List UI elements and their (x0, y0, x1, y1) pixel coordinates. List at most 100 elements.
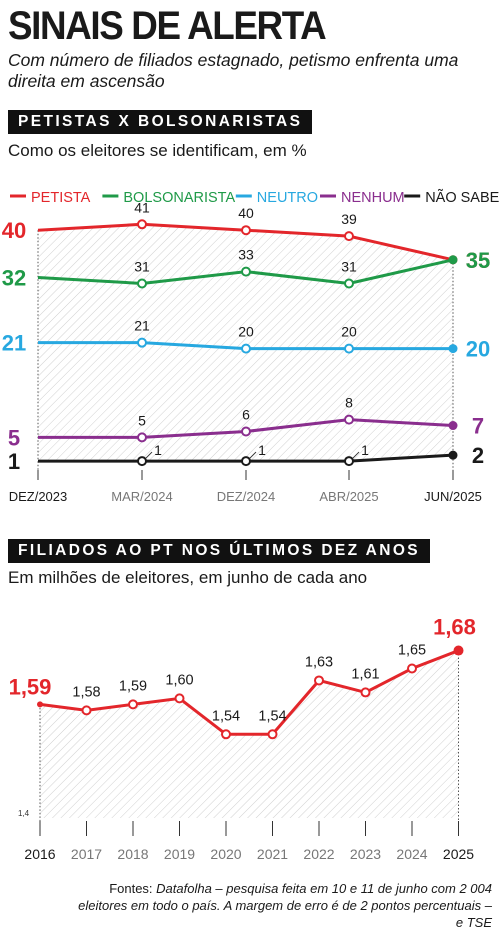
legend-label-4: NÃO SABE (425, 189, 499, 206)
marker-end (448, 450, 458, 460)
legend-label-1: BOLSONARISTA (123, 190, 235, 206)
x-tick-label: 2023 (350, 846, 381, 862)
marker (407, 663, 417, 674)
x-tick-label: 2017 (71, 846, 102, 862)
value-label: 35 (466, 248, 490, 273)
value-label: 20 (466, 337, 490, 362)
marker (241, 225, 251, 236)
value-label: 32 (2, 266, 26, 291)
x-tick-label: JUN/2025 (424, 489, 482, 504)
value-label: 1,68 (433, 615, 476, 640)
marker (344, 456, 354, 467)
x-tick-label: 2022 (303, 846, 334, 862)
chart-filiados: 1,4 2016 2017 2018 2019 2020 2021 2022 2023 2024 2… (9, 615, 476, 862)
value-label: 1,65 (398, 643, 426, 659)
marker-end (448, 255, 458, 265)
marker (37, 701, 43, 708)
x-tick-label: 2020 (210, 846, 241, 862)
marker (174, 693, 185, 704)
value-label: 1 (154, 442, 162, 458)
value-label: 2 (472, 443, 484, 468)
value-label: 6 (242, 406, 250, 422)
source-text: Datafolha – pesquisa feita em 10 e 11 de… (78, 881, 492, 930)
legend-label-0: PETISTA (31, 190, 91, 206)
marker (344, 414, 354, 425)
chart2-subtitle: Em milhões de eleitores, em junho de cad… (8, 568, 368, 587)
x-tick-label: ABR/2025 (319, 489, 378, 504)
marker (241, 266, 251, 277)
value-label: 1 (361, 442, 369, 458)
value-label: 1,60 (165, 672, 193, 688)
marker (360, 687, 371, 698)
value-label: 21 (134, 318, 150, 334)
marker (344, 231, 354, 242)
value-label: 31 (134, 258, 150, 274)
value-label: 20 (238, 324, 254, 340)
value-label: 31 (341, 258, 357, 274)
value-label: 8 (345, 395, 353, 411)
value-label: 33 (238, 247, 254, 263)
x-tick-label: 2021 (257, 846, 288, 862)
y-axis-label: 1,4 (18, 809, 30, 818)
value-label: 1,61 (351, 666, 379, 682)
value-label: 21 (2, 331, 26, 356)
marker (344, 343, 354, 354)
value-label: 1,54 (258, 708, 286, 724)
marker (314, 675, 324, 686)
x-tick-label: DEZ/2023 (9, 489, 68, 504)
value-label: 1,59 (119, 678, 147, 694)
value-label: 1,59 (9, 674, 52, 699)
marker-end (448, 421, 458, 431)
value-label: 20 (341, 324, 357, 340)
marker (344, 278, 354, 289)
marker (137, 278, 147, 289)
leader-line (249, 451, 257, 459)
marker (137, 432, 147, 443)
value-label: 1,58 (72, 684, 100, 700)
marker (137, 219, 147, 230)
chart-identification: PETISTA BOLSONARISTA NEUTRO NENHUM NÃO SABE D… (2, 189, 500, 504)
x-tick-label: DEZ/2024 (217, 489, 276, 504)
x-tick-label: 2025 (443, 846, 474, 862)
source-note: Fontes: Datafolha – pesquisa feita em 10… (72, 880, 492, 931)
marker (221, 729, 231, 740)
source-label: Fontes: (109, 881, 153, 896)
legend-label-3: NENHUM (341, 190, 405, 206)
value-label: 1,63 (305, 654, 333, 670)
chart1-title: PETISTAS X BOLSONARISTAS (8, 110, 313, 134)
leader-line (145, 451, 153, 459)
leader-line (352, 451, 360, 459)
value-label: 7 (472, 414, 484, 439)
x-tick-label: 2016 (24, 846, 55, 862)
marker (241, 343, 251, 354)
value-label: 1,54 (212, 708, 240, 724)
value-label: 41 (134, 199, 150, 215)
marker (241, 426, 251, 437)
value-label: 35 (466, 248, 490, 273)
x-tick-label: 2018 (117, 846, 148, 862)
marker-end (448, 344, 458, 354)
marker (137, 337, 147, 348)
chart2-title: FILIADOS AO PT NOS ÚLTIMOS DEZ ANOS (8, 539, 431, 563)
value-label: 5 (8, 425, 20, 450)
marker (128, 699, 138, 710)
x-tick-label: 2019 (164, 846, 195, 862)
subtitle: Com número de filiados estagnado, petism… (8, 50, 459, 91)
value-label: 1 (258, 442, 266, 458)
marker (137, 456, 147, 467)
value-label: 5 (138, 412, 146, 428)
x-tick-label: MAR/2024 (111, 489, 172, 504)
marker (267, 729, 278, 740)
series-line (39, 649, 460, 736)
marker-end (453, 645, 464, 656)
legend-label-2: NEUTRO (257, 190, 318, 206)
value-label: 40 (238, 205, 254, 221)
value-label: 1 (8, 449, 20, 474)
marker (81, 705, 92, 716)
marker (241, 456, 251, 467)
headline: SINAIS DE ALERTA (8, 4, 327, 48)
x-tick-label: 2024 (396, 846, 427, 862)
value-label: 40 (2, 218, 26, 243)
chart1-subtitle: Como os eleitores se identificam, em % (8, 141, 307, 160)
value-label: 39 (341, 211, 357, 227)
